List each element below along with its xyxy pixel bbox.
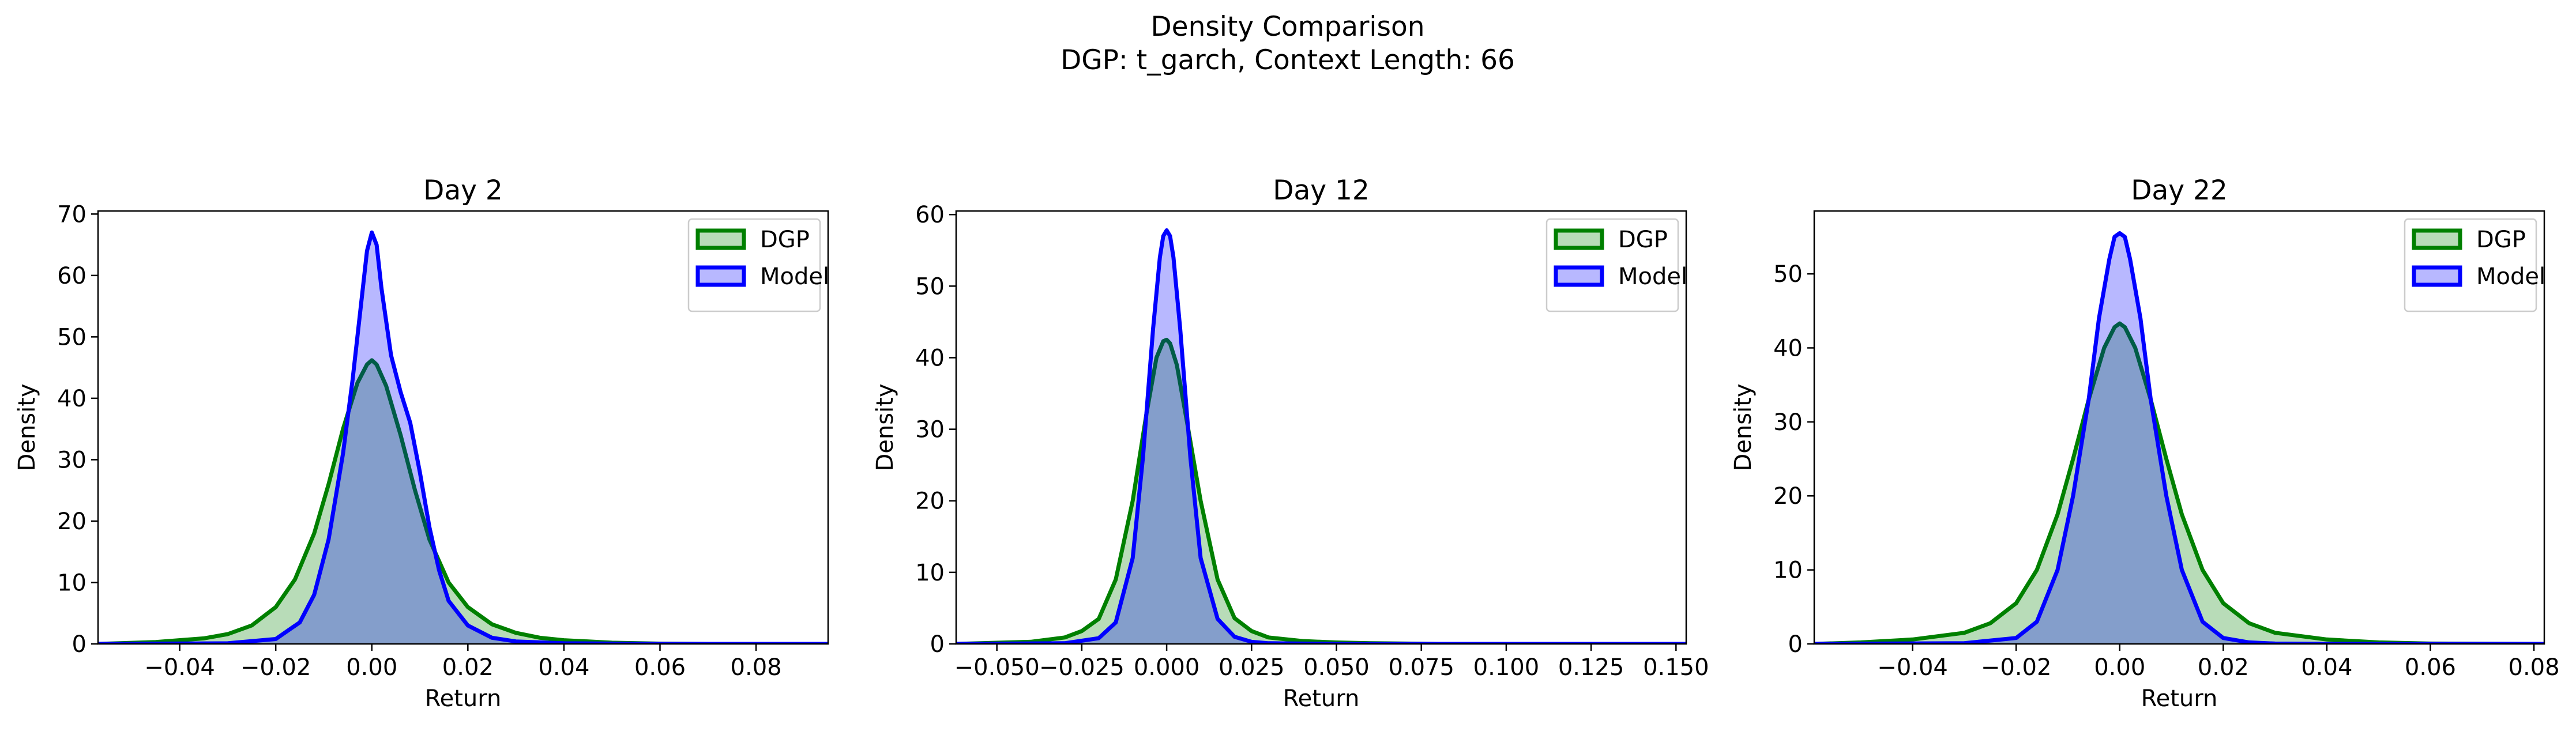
legend-box [1545,218,1679,312]
x-tick-label: 0.00 [346,654,397,681]
model-density-line [1814,231,2544,644]
model-density-line [956,228,1686,644]
axes-frame [955,210,1687,645]
dgp-density-line [956,337,1686,644]
y-axis-label: Density [14,383,40,471]
y-axis-label: Density [872,383,898,471]
dgp-density-line [1814,321,2544,644]
x-tick-label: −0.025 [1039,654,1125,681]
subplot-2: Day 12 −0.050 −0.025 0.000 0.025 0.050 0.075 0.… [872,175,1709,712]
x-tick-label: 0.06 [634,654,686,681]
subplot-title: Day 22 [2131,175,2228,206]
y-tick-label: 40 [57,386,87,412]
dgp-density-line [98,358,828,644]
model-density-line [98,230,828,644]
y-tick-label: 0 [1788,631,1803,658]
dgp-density-area [1814,323,2544,644]
x-tick-label: −0.02 [1981,654,2052,681]
y-tick-label: 20 [1773,483,1803,510]
x-tick-label: 0.150 [1643,654,1709,681]
dgp-legend-swatch [2412,228,2462,250]
x-tick-label: 0.100 [1473,654,1540,681]
legend: DGP Model [1545,218,1687,312]
legend-box [687,218,821,312]
dgp-legend-label: DGP [1618,227,1668,253]
x-tick-label: −0.04 [1877,654,1948,681]
y-tick-label: 50 [57,324,87,350]
y-tick-label: 60 [57,263,87,289]
subplot-1: Day 2 −0.04 −0.02 0.00 0.02 0.04 0.06 0.08 0 10 20… [14,175,829,712]
axes-frame [1813,210,2545,645]
axes-frame [97,210,829,645]
model-legend-swatch [2412,265,2462,287]
x-tick-label: 0.08 [731,654,782,681]
figure-title: Density Comparison [1150,11,1424,43]
dgp-density-area [956,340,1686,644]
x-tick-label: −0.050 [954,654,1040,681]
y-axis-label: Density [1730,383,1757,471]
y-tick-label: 40 [915,345,945,371]
model-density-area [956,230,1686,644]
model-legend-swatch [695,265,746,287]
figure-subtitle: DGP: t_garch, Context Length: 66 [1061,44,1515,76]
subplot-panels: Day 2 −0.04 −0.02 0.00 0.02 0.04 0.06 0.08 0 10 20… [14,175,2560,712]
x-tick-label: 0.00 [2094,654,2145,681]
y-tick-label: 10 [57,570,87,596]
subplot-title: Day 2 [423,175,503,206]
model-legend-label: Model [1618,263,1687,290]
x-axis-label: Return [2141,685,2218,712]
y-tick-label: 10 [1773,557,1803,584]
y-tick-label: 0 [72,631,87,658]
x-axis-label: Return [1283,685,1360,712]
subplot-title: Day 12 [1273,175,1370,206]
model-legend-swatch [1554,265,1604,287]
x-tick-label: 0.075 [1388,654,1454,681]
x-tick-label: 0.06 [2405,654,2456,681]
legend: DGP Model [687,218,829,312]
x-tick-label: 0.000 [1134,654,1200,681]
dgp-legend-label: DGP [2476,227,2526,253]
y-tick-label: 50 [1773,261,1803,288]
y-tick-label: 0 [930,631,945,658]
legend-box [2404,218,2537,312]
legend: DGP Model [2404,218,2545,312]
y-tick-label: 40 [1773,335,1803,361]
y-tick-label: 50 [915,273,945,300]
model-legend-label: Model [760,263,829,290]
y-tick-label: 10 [915,560,945,586]
y-tick-label: 70 [57,201,87,228]
x-tick-label: −0.04 [144,654,215,681]
dgp-legend-swatch [1554,228,1604,250]
model-legend-label: Model [2476,263,2545,290]
x-tick-label: 0.08 [2509,654,2560,681]
x-tick-label: 0.04 [2301,654,2352,681]
x-tick-label: 0.02 [442,654,494,681]
x-tick-label: 0.025 [1219,654,1285,681]
x-tick-label: 0.02 [2198,654,2249,681]
x-tick-label: 0.04 [538,654,589,681]
dgp-legend-label: DGP [760,227,810,253]
y-tick-label: 30 [915,417,945,443]
y-tick-label: 30 [1773,409,1803,436]
y-tick-label: 60 [915,202,945,228]
y-tick-label: 30 [57,447,87,473]
x-axis-label: Return [425,685,502,712]
x-tick-label: 0.050 [1303,654,1370,681]
x-tick-label: 0.125 [1558,654,1624,681]
subplot-3: Day 22 −0.04 −0.02 0.00 0.02 0.04 0.06 0.08 0 10 2… [1730,175,2560,712]
y-tick-label: 20 [57,508,87,535]
x-tick-label: −0.02 [240,654,311,681]
dgp-legend-swatch [695,228,746,250]
y-tick-label: 20 [915,488,945,515]
